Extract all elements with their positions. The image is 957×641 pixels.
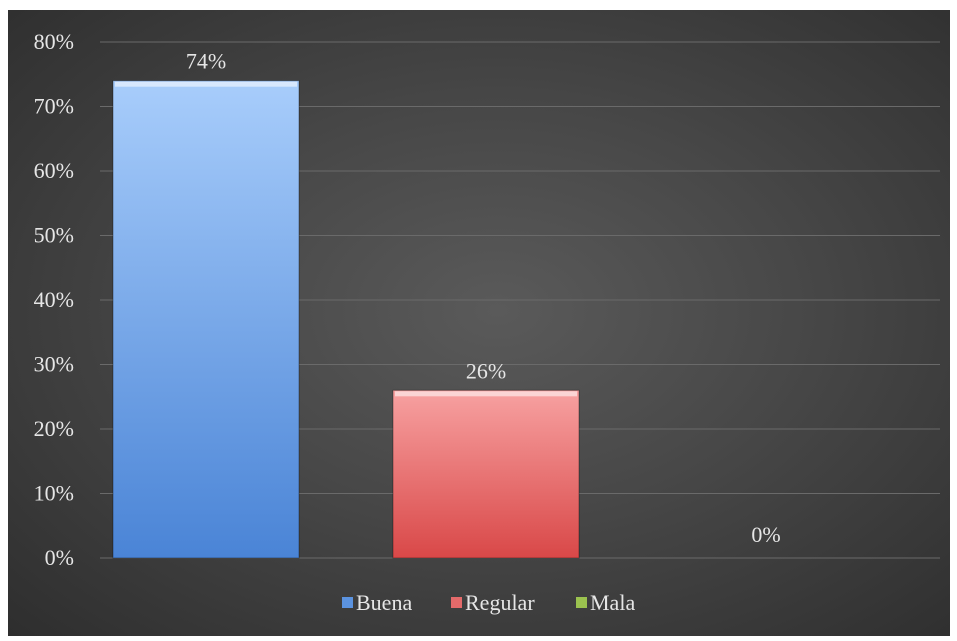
data-labels: 74% 26% 0% [186, 49, 781, 547]
legend: Buena Regular Mala [342, 590, 635, 615]
data-label: 26% [466, 358, 506, 383]
y-tick-label: 30% [34, 352, 74, 377]
y-tick-label: 10% [34, 481, 74, 506]
y-tick-label: 70% [34, 94, 74, 119]
legend-label-mala: Mala [590, 590, 635, 615]
y-tick-label: 50% [34, 223, 74, 248]
y-tick-label: 80% [34, 29, 74, 54]
y-tick-label: 0% [45, 545, 74, 570]
y-axis: 0% 10% 20% 30% 40% 50% 60% 70% 80% [34, 29, 74, 570]
bars [112, 80, 580, 559]
y-tick-label: 40% [34, 287, 74, 312]
bar-regular [392, 389, 580, 559]
legend-swatch-buena [342, 597, 353, 608]
legend-swatch-mala [576, 597, 587, 608]
y-tick-label: 60% [34, 158, 74, 183]
data-label: 0% [751, 522, 780, 547]
legend-swatch-regular [451, 597, 462, 608]
y-tick-label: 20% [34, 416, 74, 441]
legend-label-regular: Regular [465, 590, 535, 615]
bar-highlight [395, 391, 577, 397]
bar-highlight [115, 81, 297, 87]
bar-buena [112, 80, 300, 559]
data-label: 74% [186, 49, 226, 74]
legend-label-buena: Buena [356, 590, 412, 615]
